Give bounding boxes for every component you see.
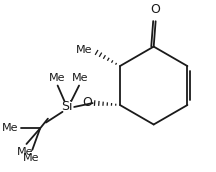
Text: Me: Me — [72, 73, 88, 83]
Text: Me: Me — [48, 73, 65, 83]
Text: Me: Me — [17, 147, 34, 157]
Text: Me: Me — [76, 45, 93, 56]
Text: O: O — [151, 3, 160, 16]
Text: Me: Me — [23, 153, 40, 163]
Text: Me: Me — [2, 123, 19, 133]
Text: Si: Si — [62, 100, 73, 114]
Text: O: O — [82, 96, 92, 109]
